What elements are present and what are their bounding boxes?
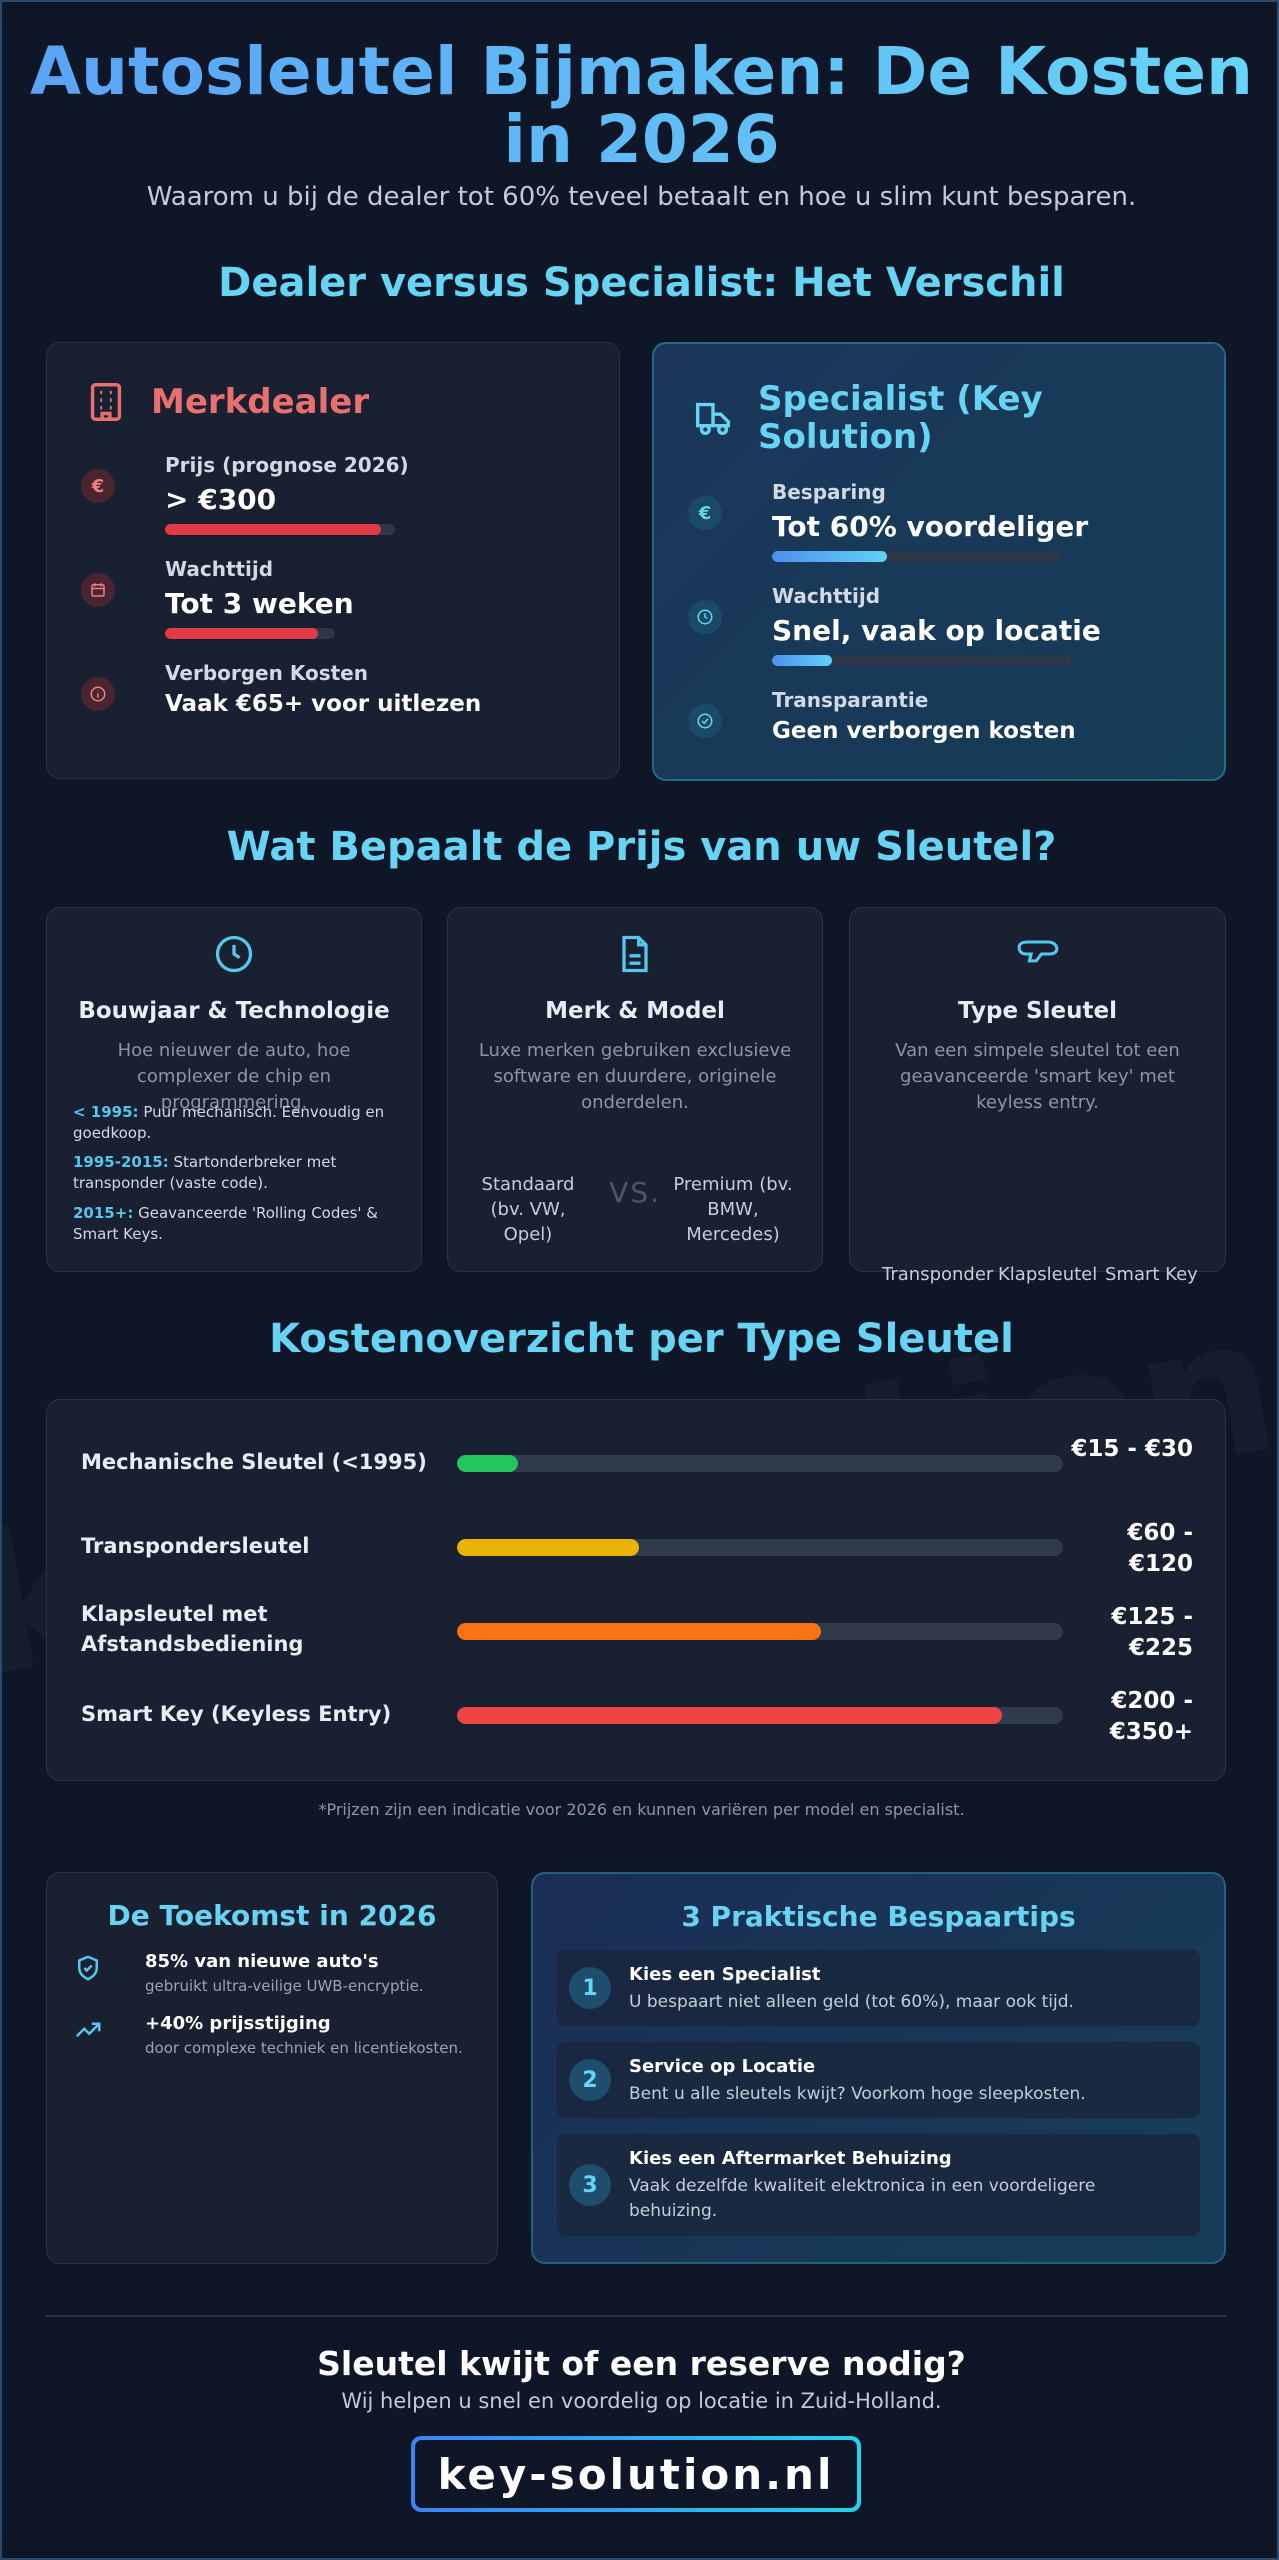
clock-icon — [215, 935, 253, 973]
building-icon — [90, 383, 122, 421]
specialist-wait-bar-fill — [772, 655, 832, 666]
specialist-savings-bar-fill — [772, 551, 888, 562]
key-type-label: Klapsleutel — [998, 1264, 1098, 1285]
van-icon — [695, 402, 731, 436]
future-card: De Toekomst in 2026 85% van nieuwe auto'… — [46, 1872, 498, 2264]
cost-bar-fill — [457, 1707, 1003, 1724]
check-circle-icon — [688, 704, 722, 738]
factor-card-year: Bouwjaar & Technologie Hoe nieuwer de au… — [46, 907, 422, 1272]
tip-number: 1 — [569, 1967, 611, 2009]
section-title-factors: Wat Bepaalt de Prijs van uw Sleutel? — [226, 824, 1057, 870]
factor-card-keytype: Type Sleutel Van een simpele sleutel tot… — [849, 907, 1226, 1285]
specialist-card: Specialist (Key Solution) € Besparing To… — [652, 342, 1226, 781]
section-title-costs: Kostenoverzicht per Type Sleutel — [269, 1316, 1014, 1362]
year-item: 1995-2015: Startonderbreker met transpon… — [73, 1153, 337, 1192]
page-subtitle: Waarom u bij de dealer tot 60% teveel be… — [146, 182, 1137, 212]
cost-bar-fill — [457, 1539, 639, 1556]
dealer-card: Merkdealer € Prijs (prognose 2026) > €30… — [46, 342, 620, 779]
info-icon — [81, 677, 115, 711]
document-icon — [622, 935, 648, 973]
trending-up-icon — [75, 2022, 101, 2038]
tips-title: 3 Praktische Bespaartips — [681, 1900, 1076, 1933]
brand-premium: Premium (bv. BMW, Mercedes) — [673, 1174, 793, 1245]
tip-item: 2 Service op Locatie Bent u alle sleutel… — [557, 2042, 1200, 2118]
specialist-savings-bar — [772, 551, 1060, 562]
year-item: 2015+: Geavanceerde 'Rolling Codes' & Sm… — [73, 1204, 379, 1243]
dealer-wait-bar — [165, 628, 335, 639]
key-fob-icon — [1017, 940, 1058, 963]
euro-icon: € — [81, 469, 115, 503]
tip-number: 3 — [569, 2164, 611, 2206]
tip-number: 2 — [569, 2059, 611, 2101]
tip-item: 1 Kies een Specialist U bespaart niet al… — [557, 1950, 1200, 2026]
dealer-price-bar — [165, 524, 395, 535]
key-type-label: Transponder — [882, 1264, 994, 1285]
factor-card-brand: Merk & Model Luxe merken gebruiken exclu… — [447, 907, 823, 1272]
euro-icon: € — [688, 496, 722, 530]
cta-title: Sleutel kwijt of een reserve nodig? — [317, 2344, 966, 2383]
key-type-label: Smart Key — [1105, 1264, 1198, 1285]
dealer-title: Merkdealer — [151, 382, 370, 422]
page-title: Autosleutel Bijmaken: De Kosten in 2026 — [2, 38, 1277, 174]
specialist-wait-bar — [772, 655, 1072, 666]
website-domain[interactable]: key-solution.nl — [415, 2440, 857, 2508]
calendar-icon — [81, 573, 115, 607]
cost-overview-card: Mechanische Sleutel (<1995) €15 - €30 Tr… — [46, 1399, 1226, 1781]
website-link[interactable]: key-solution.nl — [411, 2436, 861, 2512]
section-title-comparison: Dealer versus Specialist: Het Verschil — [218, 260, 1065, 306]
divider — [46, 2315, 1226, 2317]
cost-bar-fill — [457, 1623, 821, 1640]
shield-check-icon — [78, 1955, 98, 1981]
brand-standard: Standaard (bv. VW, Opel) — [481, 1174, 575, 1245]
specialist-title: Specialist (Key Solution) — [758, 379, 1043, 457]
future-title: De Toekomst in 2026 — [107, 1899, 437, 1932]
brand-vs: VS. — [609, 1176, 661, 1209]
dealer-wait-bar-fill — [165, 628, 318, 639]
clock-icon — [688, 600, 722, 634]
footnote: *Prijzen zijn een indicatie voor 2026 en… — [318, 1800, 965, 1819]
cost-bar-fill — [457, 1455, 518, 1472]
dealer-price-bar-fill — [165, 524, 382, 535]
tip-item: 3 Kies een Aftermarket Behuizing Vaak de… — [557, 2134, 1200, 2236]
year-item: < 1995: Puur mechanisch. Eenvoudig en go… — [73, 1103, 385, 1142]
tips-card: 3 Praktische Bespaartips 1 Kies een Spec… — [531, 1872, 1226, 2264]
cta-subtitle: Wij helpen u snel en voordelig op locati… — [341, 2389, 942, 2413]
